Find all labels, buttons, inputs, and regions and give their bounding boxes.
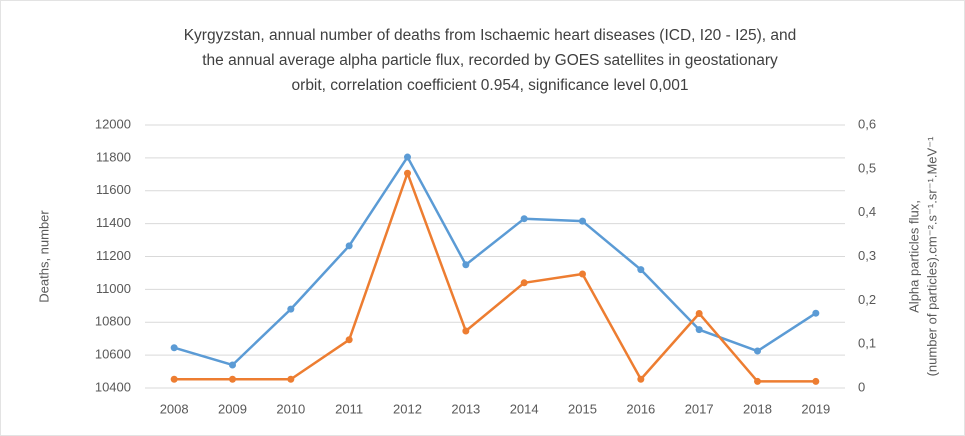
x-tick-label: 2019 [801,401,830,416]
chart-title: orbit, correlation coefficient 0.954, si… [292,77,689,94]
point [520,215,528,223]
series-line [174,171,816,383]
point [229,361,236,369]
y-tick-label: 10600 [95,347,131,362]
point [170,344,178,352]
point [287,375,295,383]
y-tick-label: 11400 [96,215,131,230]
y2-axis-label: (number of particles).cm⁻².s⁻¹.sr⁻¹.MeV⁻… [924,136,939,376]
y2-tick-label: 0,2 [858,292,876,307]
point [345,242,353,250]
y-tick-label: 10400 [95,379,131,394]
point [754,347,761,355]
y-tick-label: 10800 [95,314,131,329]
y-tick-label: 11000 [96,281,131,296]
y2-tick-label: 0,1 [858,336,876,351]
point [229,375,236,383]
point [637,266,645,274]
y-tick-label: 11600 [96,182,131,197]
point [170,375,178,383]
point [812,377,820,385]
y-tick-label: 12000 [95,116,131,131]
x-tick-label: 2018 [743,401,772,416]
point [345,336,353,344]
chart-title: the annual average alpha particle flux, … [202,52,778,69]
point [287,305,295,313]
y2-tick-label: 0,3 [858,248,876,263]
point [520,279,528,287]
point [637,375,645,383]
y2-axis-label: Alpha particles flux, [906,200,921,313]
y2-tick-label: 0 [858,379,865,394]
point [812,309,820,317]
point [462,261,470,269]
x-tick-label: 2010 [276,401,305,416]
y-axis-label: Deaths, number [36,210,51,303]
x-tick-label: 2015 [568,401,597,416]
y-tick-label: 11200 [96,248,131,263]
x-tick-label: 2009 [218,401,247,416]
point [754,377,761,385]
x-tick-label: 2011 [335,401,363,416]
x-tick-label: 2014 [510,401,539,416]
point [404,153,411,161]
x-tick-label: 2012 [393,401,422,416]
x-tick-label: 2017 [685,401,714,416]
x-tick-label: 2016 [626,401,655,416]
y-tick-label: 11800 [96,149,131,164]
x-tick-label: 2013 [451,401,480,416]
point [404,169,411,177]
point [695,309,703,317]
y2-tick-label: 0,6 [858,116,876,131]
y2-tick-label: 0,4 [858,204,876,219]
point [579,270,586,278]
series-line [173,155,817,367]
point [695,326,703,334]
point [579,217,586,225]
y2-tick-label: 0,5 [858,160,876,175]
chart-title: Kyrgyzstan, annual number of deaths from… [184,27,797,44]
x-tick-label: 2008 [160,401,189,416]
point [462,327,470,335]
